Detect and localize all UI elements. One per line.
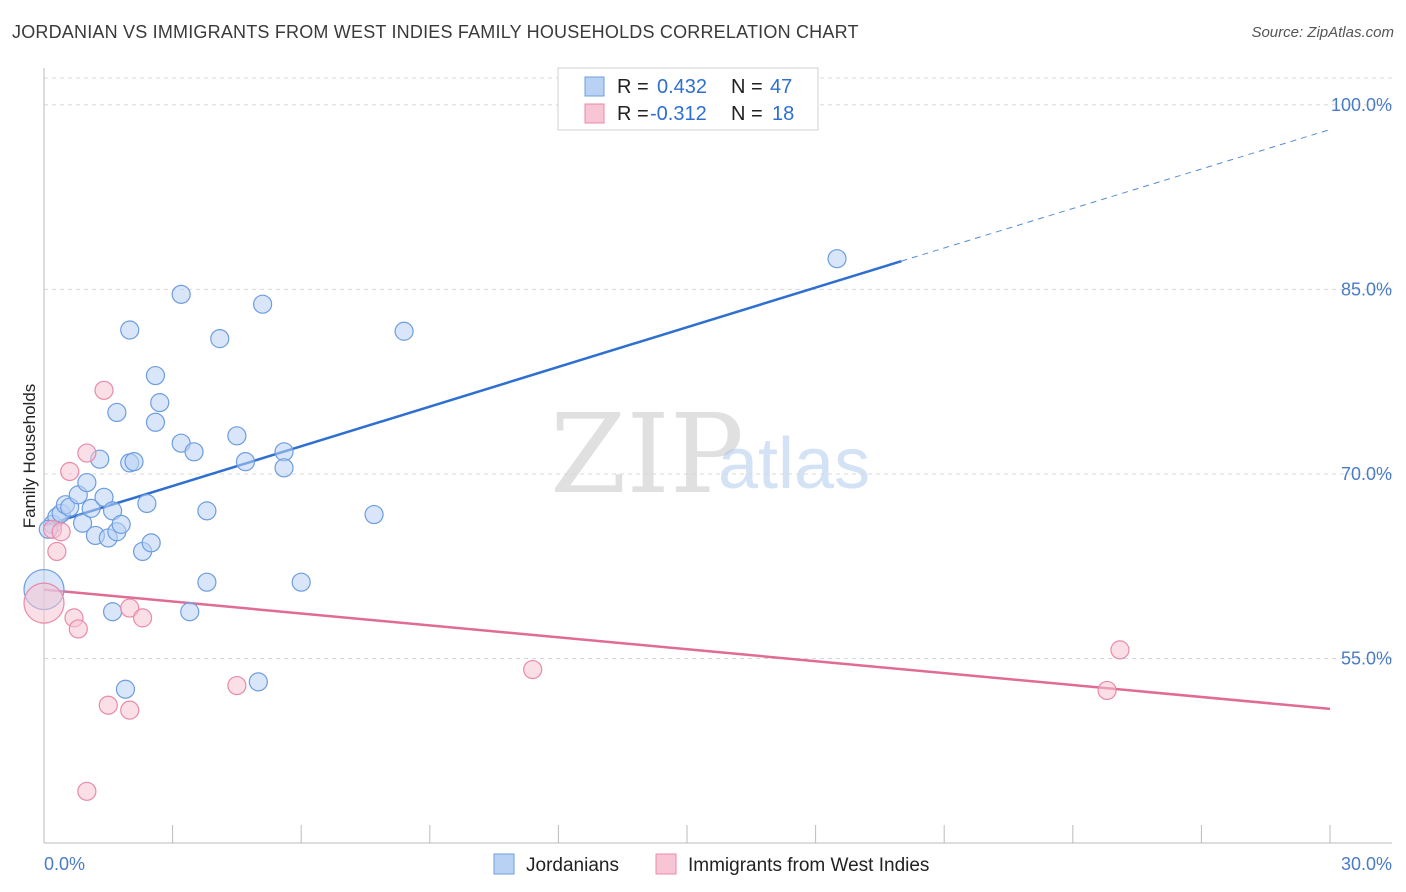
point-jordanians [235,452,256,472]
x-tick-label-min: 0.0% [44,854,85,874]
point-jordanians [291,572,311,592]
legend-swatch-jordanians [493,853,515,875]
point-jordanians [364,504,384,525]
point-jordanians [253,294,273,314]
point-jordanians [184,442,204,462]
point-jordanians [197,572,217,592]
legend-label-west-indies: Immigrants from West Indies [688,855,929,876]
point-west-indies [60,461,80,482]
point-jordanians [197,501,217,521]
bottom-legend: Jordanians Immigrants from West Indies [493,853,929,876]
point-west-indies [51,522,71,542]
point-jordanians [227,426,247,446]
trend-line-jordanians-extension [901,129,1331,262]
trend-line-jordanians [43,259,902,527]
point-west-indies [120,598,140,618]
point-jordanians [274,442,294,462]
point-jordanians [102,602,123,622]
point-jordanians [145,412,166,432]
chart-source: Source: ZipAtlas.com [1251,24,1394,41]
point-west-indies [132,608,153,628]
point-jordanians [248,672,268,692]
point-jordanians [72,513,93,533]
y-tick-label: 85.0% [1341,279,1392,299]
stats-legend-n-value-1: 47 [770,76,792,98]
point-west-indies [1097,680,1117,701]
point-jordanians [120,320,140,340]
point-west-indies [77,443,97,463]
point-jordanians [115,679,136,699]
grid-layer: 55.0% 70.0% 85.0% 100.0% [44,77,1392,668]
stats-legend-n-value-2: 18 [772,103,794,125]
stats-legend-r-label-2: R = [617,103,649,125]
stats-legend-r-label-1: R = [617,76,649,98]
point-jordanians [124,452,144,472]
chart-title: JORDANIAN VS IMMIGRANTS FROM WEST INDIES… [12,22,859,42]
point-west-indies [77,781,97,801]
point-jordanians [827,249,847,269]
point-jordanians [107,402,127,423]
y-axis-title: Family Households [20,384,39,529]
y-tick-label: 100.0% [1331,95,1392,115]
point-jordanians [111,514,131,534]
point-west-indies [120,700,140,720]
point-jordanians [81,498,101,518]
x-tick-label-max: 30.0% [1341,854,1392,874]
stats-legend-r-value-2: -0.312 [650,103,707,125]
point-west-indies [98,695,118,715]
point-west-indies [94,380,114,400]
point-west-indies [68,619,88,639]
point-jordanians [141,533,161,553]
x-ticks [172,825,1331,843]
point-west-indies [1110,640,1130,660]
point-west-indies [23,582,65,624]
watermark-atlas: atlas [718,424,870,504]
point-jordanians [171,284,191,304]
point-west-indies [47,541,67,562]
stats-legend-r-value-1: 0.432 [657,76,707,98]
legend-label-jordanians: Jordanians [526,855,619,876]
stats-legend-n-label-1: N = [731,76,763,98]
point-jordanians [210,329,230,349]
stats-legend-n-label-2: N = [731,103,763,125]
stats-legend-swatch-jordanians [584,76,605,97]
watermark-zip: ZIP [550,390,744,518]
points-layer [23,249,1130,801]
watermark: ZIP atlas [550,390,870,518]
y-tick-label: 70.0% [1341,464,1392,484]
point-jordanians [94,487,114,507]
point-jordanians [102,501,123,521]
point-jordanians [137,493,157,514]
point-west-indies [523,659,543,680]
y-tick-label: 55.0% [1341,648,1392,668]
point-jordanians [180,602,200,622]
point-jordanians [274,458,294,478]
point-jordanians [145,365,166,386]
point-jordanians [150,393,170,413]
point-jordanians [394,321,414,341]
legend-swatch-west-indies [655,853,677,875]
point-jordanians [77,472,97,493]
stats-legend-swatch-west-indies [584,103,605,124]
stats-legend: R = 0.432 N = 47 R = -0.312 N = 18 [557,67,819,131]
point-west-indies [227,675,247,696]
